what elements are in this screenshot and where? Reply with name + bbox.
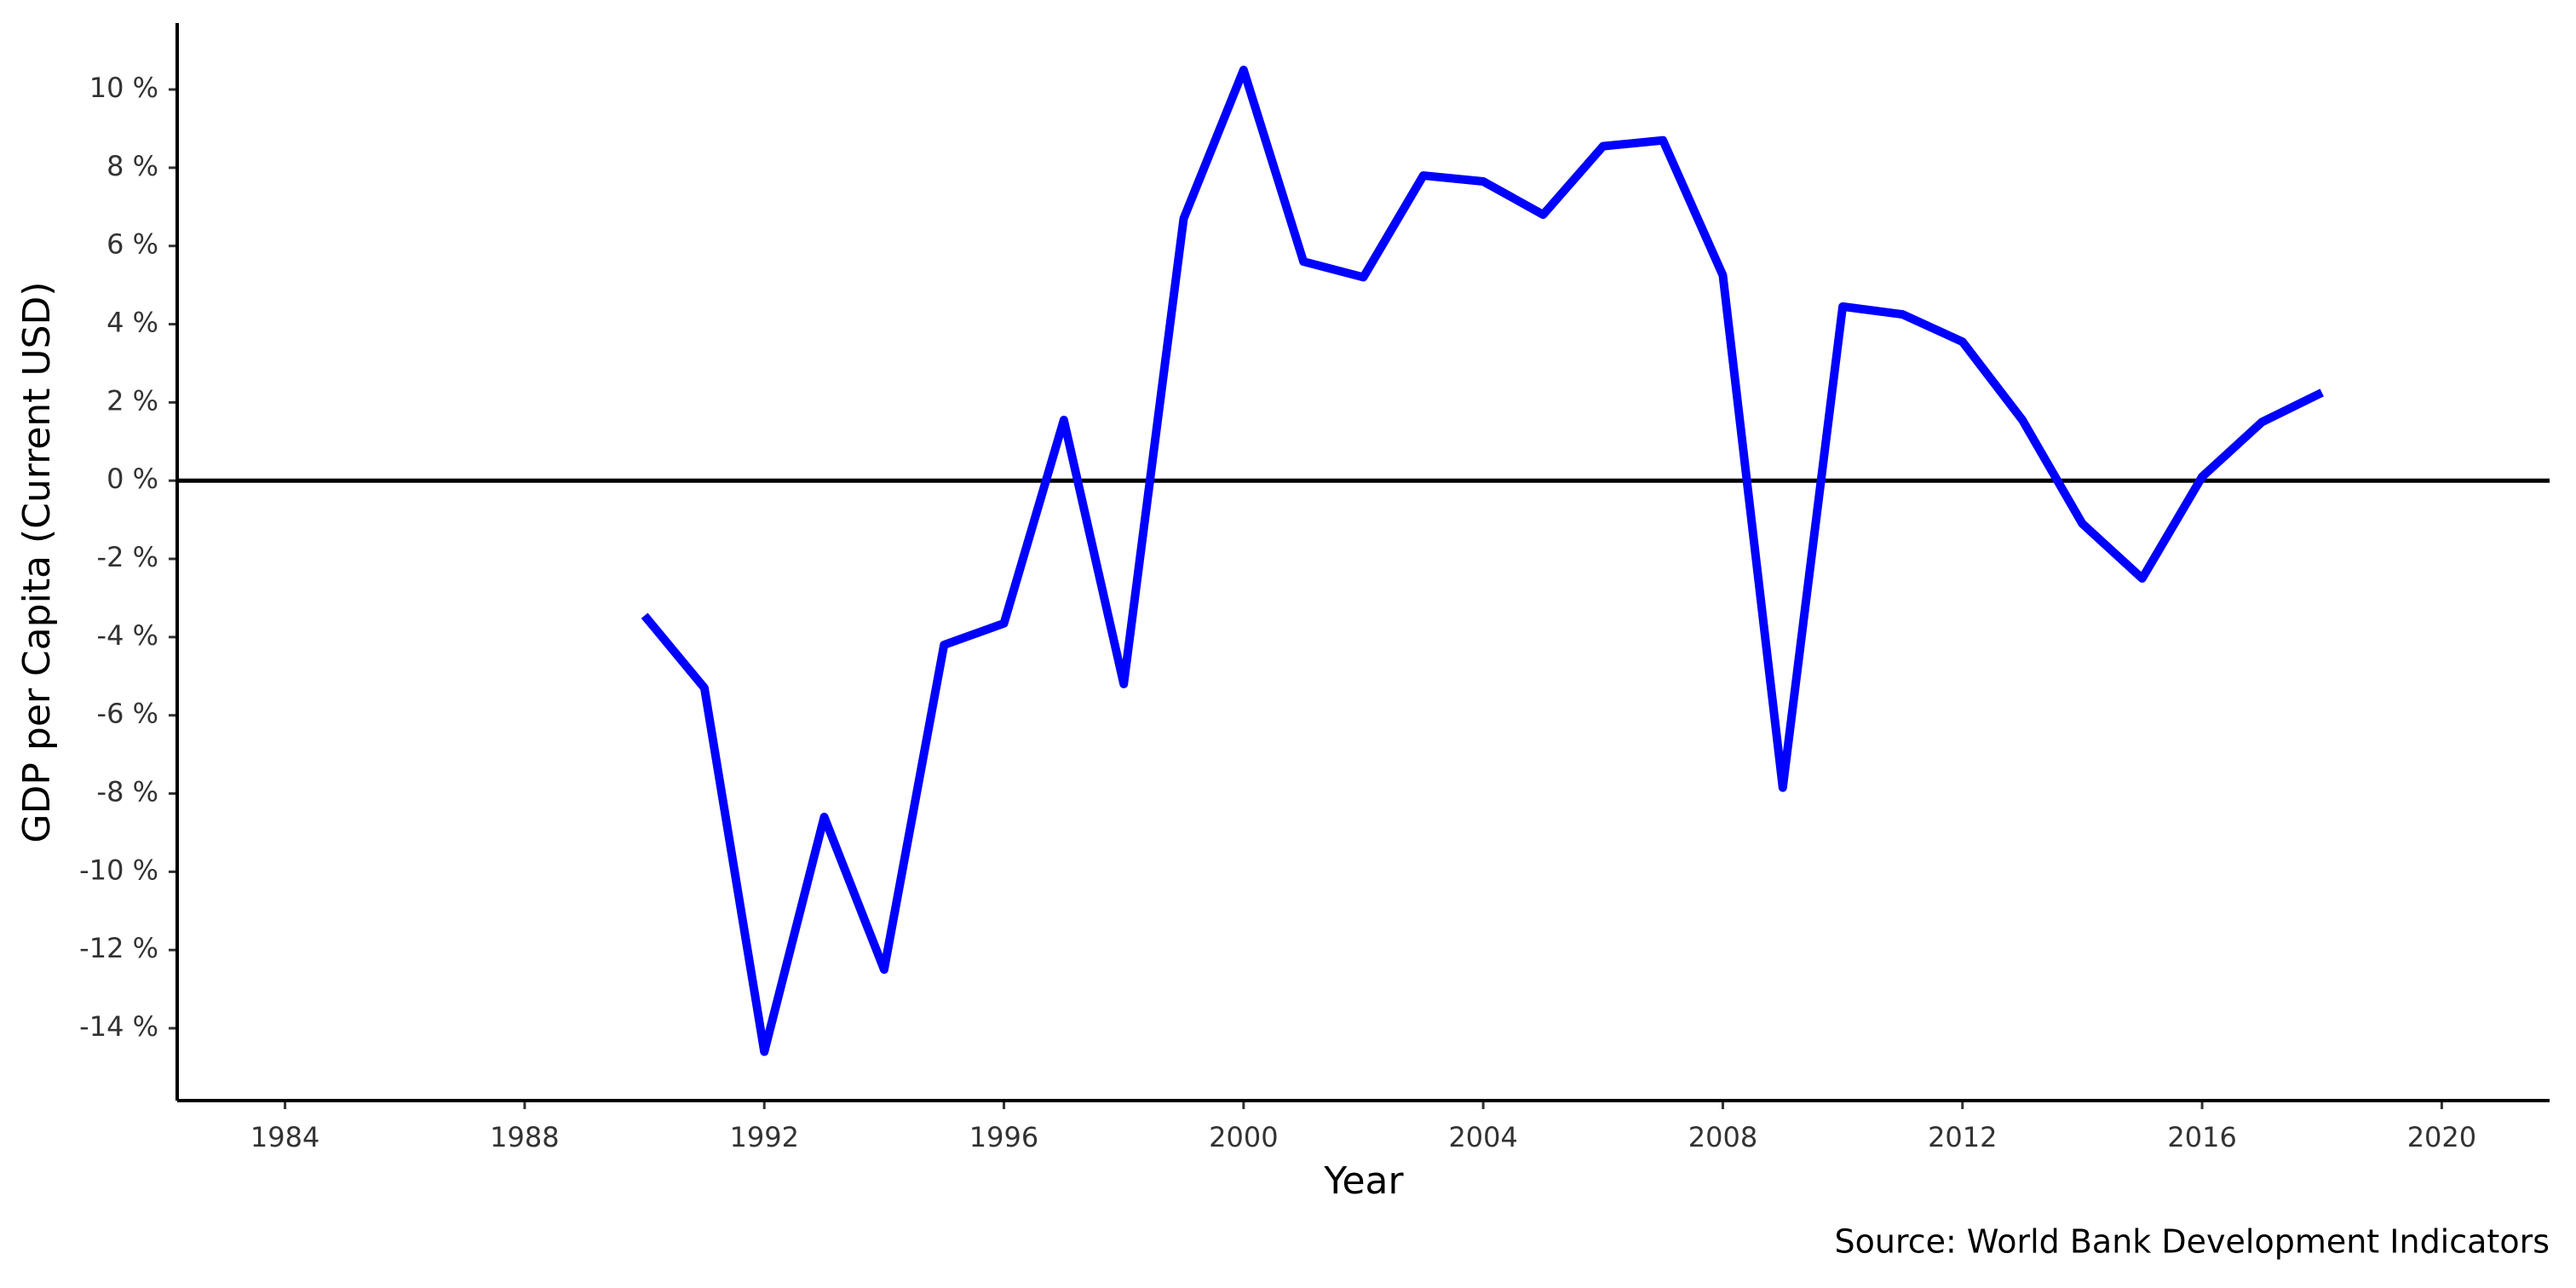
y-tick-label: 8 %	[106, 150, 158, 182]
x-tick-label: 1992	[729, 1121, 798, 1153]
x-tick-label: 1996	[969, 1121, 1038, 1153]
y-tick-label: 4 %	[106, 307, 158, 339]
x-tick-label: 2016	[2167, 1121, 2236, 1153]
x-axis-title: Year	[1323, 1159, 1404, 1203]
y-tick-label: -6 %	[97, 698, 158, 730]
y-tick-label: 0 %	[106, 463, 158, 495]
x-tick-label: 2000	[1209, 1121, 1278, 1153]
y-tick-label: 10 %	[89, 72, 158, 104]
x-tick-label: 2004	[1448, 1121, 1517, 1153]
x-tick-label: 2012	[1928, 1121, 1997, 1153]
y-tick-label: 2 %	[106, 384, 158, 417]
x-tick-label: 2020	[2407, 1121, 2476, 1153]
y-tick-label: -12 %	[79, 932, 158, 964]
x-tick-label: 1988	[490, 1121, 559, 1153]
x-tick-label: 1984	[250, 1121, 319, 1153]
y-tick-label: -10 %	[79, 854, 158, 886]
y-tick-label: -2 %	[97, 541, 158, 573]
y-tick-label: 6 %	[106, 228, 158, 261]
caption: Source: World Bank Development Indicator…	[1834, 1223, 2550, 1261]
y-tick-label: -4 %	[97, 619, 158, 652]
y-tick-label: -8 %	[97, 776, 158, 808]
data-line	[641, 66, 2324, 1056]
y-axis-title: GDP per Capita (Current USD)	[15, 281, 59, 842]
x-tick-label: 2008	[1688, 1121, 1757, 1153]
y-tick-label: -14 %	[79, 1010, 158, 1043]
